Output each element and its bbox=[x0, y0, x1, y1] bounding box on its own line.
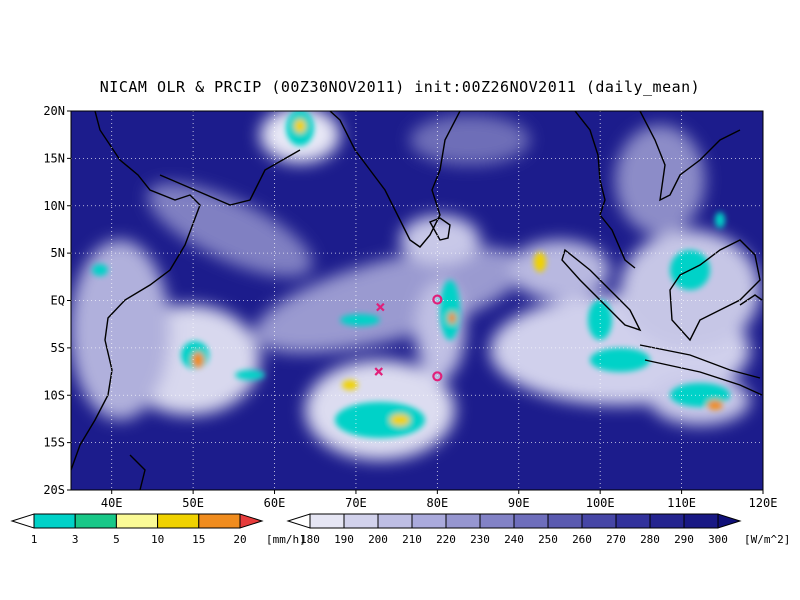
storm-markers bbox=[374, 294, 443, 382]
precip-colorbar-low-arrow bbox=[10, 513, 35, 529]
lon-label: 40E bbox=[101, 496, 123, 510]
precip-colorbar-swatch bbox=[33, 513, 76, 529]
x-marker-stroke bbox=[376, 302, 385, 312]
precip-colorbar-label: 20 bbox=[233, 533, 246, 546]
olr-colorbar-swatch bbox=[479, 513, 515, 529]
precip-colorbar-label: 3 bbox=[72, 533, 79, 546]
x-marker bbox=[374, 367, 384, 376]
x-marker bbox=[376, 302, 385, 312]
lon-label: 70E bbox=[345, 496, 367, 510]
precip-colorbar-swatch bbox=[74, 513, 117, 529]
olr-colorbar-swatch bbox=[309, 513, 345, 529]
lon-label: 90E bbox=[508, 496, 530, 510]
olr-colorbar-label: 200 bbox=[368, 533, 388, 546]
olr-colorbar-low-arrow bbox=[286, 513, 311, 529]
olr-colorbar-label: 280 bbox=[640, 533, 660, 546]
lon-label: 80E bbox=[427, 496, 449, 510]
olr-colorbar-swatch bbox=[343, 513, 379, 529]
map-title: NICAM OLR & PRCIP (00Z30NOV2011) init:00… bbox=[99, 78, 701, 96]
precip-colorbar-label: 1 bbox=[31, 533, 38, 546]
olr-colorbar-swatch bbox=[649, 513, 685, 529]
olr-colorbar-label: 270 bbox=[606, 533, 626, 546]
olr-colorbar-label: 220 bbox=[436, 533, 456, 546]
lat-label: 20S bbox=[43, 483, 65, 497]
olr-colorbar-label: 260 bbox=[572, 533, 592, 546]
lat-label: 15S bbox=[43, 436, 65, 450]
grid-lines bbox=[71, 111, 763, 490]
precip-colorbar-swatch bbox=[157, 513, 200, 529]
olr-colorbar-label: 240 bbox=[504, 533, 524, 546]
lat-label: 5S bbox=[51, 341, 65, 355]
precip-colorbar-label: 5 bbox=[113, 533, 120, 546]
olr-colorbar-label: 300 bbox=[708, 533, 728, 546]
olr-colorbar-swatch bbox=[377, 513, 413, 529]
lat-label: 20N bbox=[43, 104, 65, 118]
precip-colorbar: 1 3 5 10 15 20 [mm/h] bbox=[10, 513, 306, 546]
olr-colorbar-label: 180 bbox=[300, 533, 320, 546]
olr-colorbar-label: 250 bbox=[538, 533, 558, 546]
axis-ticks bbox=[67, 110, 764, 494]
circle-marker bbox=[432, 294, 443, 305]
olr-colorbar-swatch bbox=[683, 513, 719, 529]
precip-colorbar-swatch bbox=[198, 513, 241, 529]
olr-colorbar-label: 290 bbox=[674, 533, 694, 546]
lon-label: 110E bbox=[667, 496, 696, 510]
precip-colorbar-label: 10 bbox=[151, 533, 164, 546]
lat-label: 15N bbox=[43, 151, 65, 165]
precip-colorbar-high-arrow bbox=[239, 513, 264, 529]
olr-colorbar: 180 190 200 210 220 230 240 250 260 270 280 290 300 [… bbox=[286, 513, 790, 546]
lon-label: 50E bbox=[182, 496, 204, 510]
olr-colorbar-swatch bbox=[547, 513, 583, 529]
olr-colorbar-high-arrow bbox=[717, 513, 742, 529]
olr-colorbar-swatch bbox=[581, 513, 617, 529]
olr-colorbar-label: 210 bbox=[402, 533, 422, 546]
olr-colorbar-swatch bbox=[445, 513, 481, 529]
precip-colorbar-unit: [mm/h] bbox=[266, 533, 306, 546]
lat-label: 10S bbox=[43, 388, 65, 402]
lon-label: 100E bbox=[586, 496, 615, 510]
coastlines bbox=[71, 111, 763, 490]
map-plot-area bbox=[71, 111, 763, 490]
olr-colorbar-swatch bbox=[411, 513, 447, 529]
longitude-labels: 40E 50E 60E 70E 80E 90E 100E 110E 120E bbox=[101, 496, 778, 510]
lat-label: 10N bbox=[43, 199, 65, 213]
olr-colorbar-label: 190 bbox=[334, 533, 354, 546]
lon-label: 120E bbox=[749, 496, 778, 510]
latitude-labels: 20N 15N 10N 5N EQ 5S 10S 15S 20S bbox=[43, 104, 65, 497]
circle-marker bbox=[432, 371, 443, 382]
lon-label: 60E bbox=[264, 496, 286, 510]
lat-label: 5N bbox=[51, 246, 65, 260]
precip-colorbar-swatch bbox=[115, 513, 159, 529]
olr-colorbar-swatch bbox=[513, 513, 549, 529]
lat-label: EQ bbox=[51, 294, 65, 308]
olr-colorbar-swatch bbox=[615, 513, 651, 529]
x-marker-stroke bbox=[374, 367, 384, 376]
precip-colorbar-label: 15 bbox=[192, 533, 205, 546]
olr-colorbar-label: 230 bbox=[470, 533, 490, 546]
olr-colorbar-unit: [W/m^2] bbox=[744, 533, 790, 546]
